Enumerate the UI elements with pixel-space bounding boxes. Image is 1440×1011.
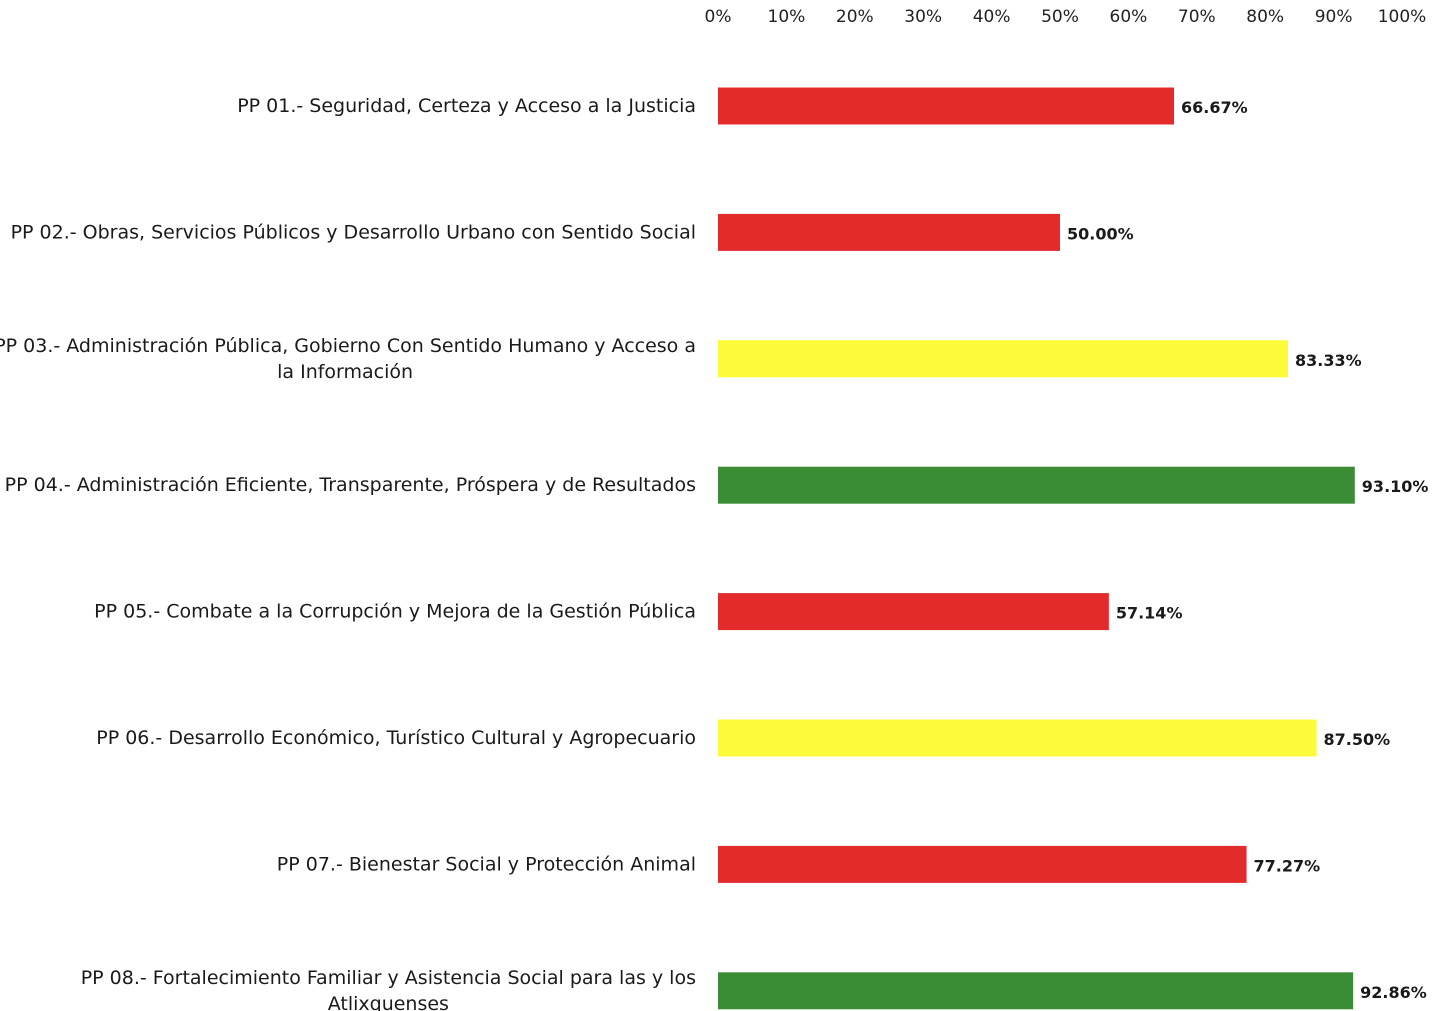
x-tick-label: 30% <box>904 7 942 27</box>
data-label: 92.86% <box>1360 983 1427 1002</box>
category-label: PP 02.- Obras, Servicios Públicos y Desa… <box>11 221 696 243</box>
x-tick-label: 40% <box>973 7 1011 27</box>
x-tick-label: 80% <box>1246 7 1284 27</box>
data-label: 87.50% <box>1324 730 1391 749</box>
bar <box>718 719 1317 757</box>
category-label-line2: la Información <box>277 361 413 383</box>
x-tick-label: 60% <box>1110 7 1148 27</box>
category-labels: PP 01.- Seguridad, Certeza y Acceso a la… <box>0 95 696 1011</box>
category-label: PP 08.- Fortalecimiento Familiar y Asist… <box>81 967 696 989</box>
bar <box>718 972 1354 1010</box>
bar <box>718 213 1060 251</box>
bar <box>718 845 1247 883</box>
data-label: 93.10% <box>1362 477 1429 496</box>
data-label: 50.00% <box>1067 224 1134 243</box>
x-tick-label: 70% <box>1178 7 1216 27</box>
bar <box>718 340 1288 378</box>
x-tick-label: 50% <box>1041 7 1079 27</box>
category-label: PP 07.- Bienestar Social y Protección An… <box>277 853 696 875</box>
category-label: PP 05.- Combate a la Corrupción y Mejora… <box>94 601 696 623</box>
data-label: 57.14% <box>1116 604 1183 623</box>
bar <box>718 87 1175 125</box>
x-axis-ticks: 0% 10% 20% 30% 40% 50% 60% 70% 80% 90% 100% <box>705 7 1427 27</box>
category-label: PP 06.- Desarrollo Económico, Turístico … <box>96 727 696 749</box>
category-label: PP 01.- Seguridad, Certeza y Acceso a la… <box>237 95 696 117</box>
data-label: 66.67% <box>1181 98 1248 117</box>
x-tick-label: 0% <box>705 7 732 27</box>
data-label: 83.33% <box>1295 351 1362 370</box>
x-tick-label: 100% <box>1378 7 1427 27</box>
x-tick-label: 10% <box>768 7 806 27</box>
category-label: PP 04.- Administración Eficiente, Transp… <box>5 474 696 496</box>
category-label-line2: Atlixquenses <box>328 993 449 1011</box>
bar <box>718 593 1109 631</box>
x-tick-label: 90% <box>1315 7 1353 27</box>
category-label: PP 03.- Administración Pública, Gobierno… <box>0 335 696 357</box>
x-tick-label: 20% <box>836 7 874 27</box>
bars <box>718 87 1355 1010</box>
data-labels: 66.67% 50.00% 83.33% 93.10% 57.14% 87.50% 77.2… <box>1067 98 1428 1002</box>
bar <box>718 466 1355 504</box>
data-label: 77.27% <box>1254 856 1321 875</box>
